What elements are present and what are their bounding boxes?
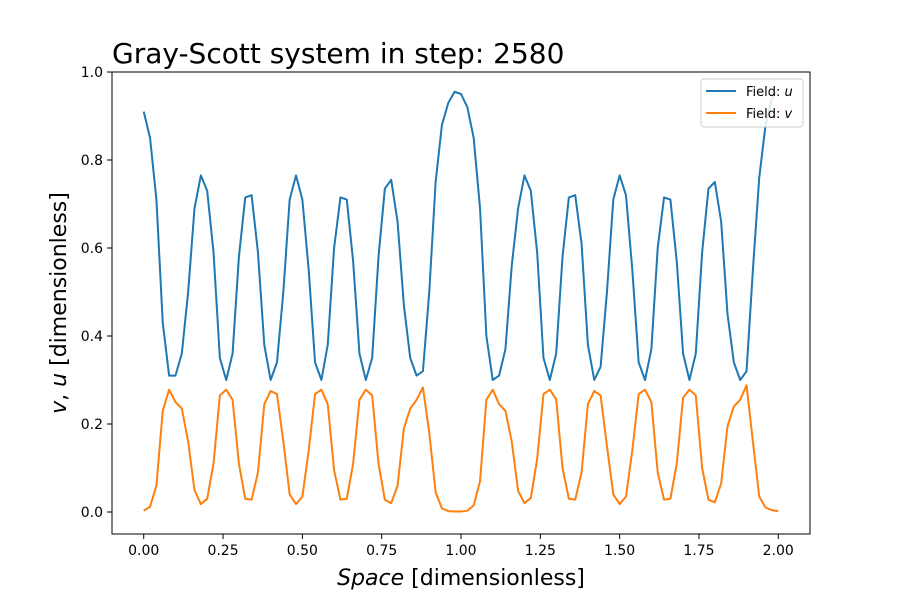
x-axis-label-italic: Space	[337, 566, 404, 591]
x-tick-label: 0.75	[366, 543, 397, 559]
legend-label-v-prefix: Field:	[746, 107, 785, 122]
x-axis-label: Space [dimensionless]	[337, 566, 585, 591]
y-axis-label: v, u [dimensionless]	[47, 192, 72, 414]
y-axis-ticks: 0.0 0.2 0.4 0.6 0.8 1.0	[81, 65, 112, 521]
x-tick-label: 0.25	[207, 543, 238, 559]
y-axis-label-sep: ,	[47, 387, 72, 401]
y-axis-label-var1: v	[47, 400, 72, 414]
series-layer	[142, 89, 780, 513]
series-line-u	[142, 89, 780, 381]
y-tick-label: 1.0	[81, 65, 103, 81]
x-axis-label-rest: [dimensionless]	[404, 566, 585, 591]
legend-label-v-var: v	[785, 107, 793, 122]
x-tick-label: 0.50	[287, 543, 318, 559]
chart-title: Gray-Scott system in step: 2580	[112, 37, 564, 70]
y-axis-label-rest: [dimensionless]	[47, 192, 72, 373]
legend: Field: u Field: v	[700, 78, 804, 128]
legend-label-u: Field: u	[746, 85, 793, 100]
y-axis-label-var2: u	[47, 373, 72, 387]
legend-label-u-prefix: Field:	[746, 85, 785, 100]
y-tick-label: 0.0	[81, 505, 103, 521]
y-tick-label: 0.4	[81, 329, 103, 345]
legend-label-v: Field: v	[746, 107, 793, 122]
x-tick-label: 0.00	[128, 543, 159, 559]
y-tick-label: 0.2	[81, 417, 103, 433]
y-tick-label: 0.6	[81, 241, 103, 257]
x-tick-label: 1.25	[525, 543, 556, 559]
legend-label-u-var: u	[785, 85, 793, 100]
y-tick-label: 0.8	[81, 153, 103, 169]
series-line-v	[143, 384, 779, 513]
x-tick-label: 1.50	[604, 543, 635, 559]
x-tick-label: 1.75	[683, 543, 714, 559]
x-tick-label: 1.00	[445, 543, 476, 559]
x-axis-ticks: 0.00 0.25 0.50 0.75 1.00 1.25 1.50 1.75 2.00	[128, 534, 794, 559]
x-tick-label: 2.00	[763, 543, 794, 559]
